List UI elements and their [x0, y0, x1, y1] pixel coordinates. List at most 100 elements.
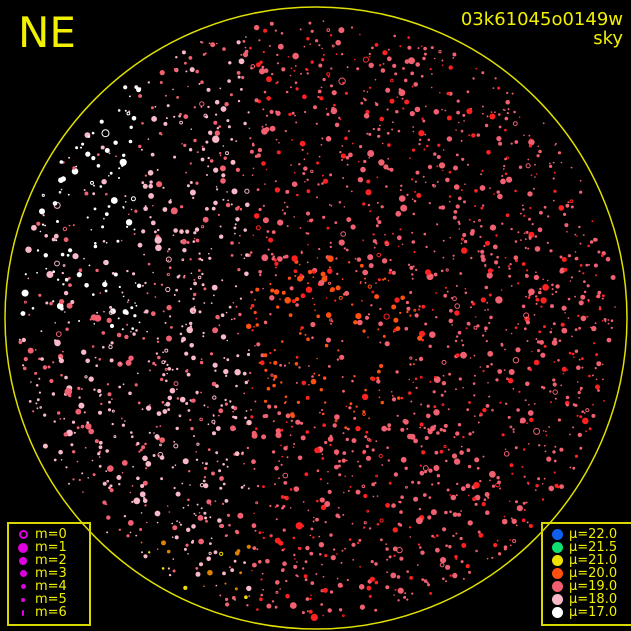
star-marker — [570, 166, 573, 169]
star-marker — [335, 257, 338, 260]
star-marker — [460, 486, 466, 492]
star-marker — [470, 306, 472, 309]
star-marker — [396, 575, 401, 579]
star-marker — [458, 222, 461, 226]
star-marker — [88, 428, 95, 435]
star-marker — [313, 426, 316, 429]
star-marker — [144, 504, 147, 507]
star-marker — [293, 172, 296, 174]
star-marker — [200, 41, 204, 44]
star-marker — [165, 256, 172, 263]
star-marker — [507, 378, 514, 384]
star-marker — [220, 313, 225, 318]
star-marker — [372, 127, 375, 131]
star-marker — [404, 592, 407, 595]
star-marker — [316, 469, 320, 473]
star-marker — [214, 99, 220, 105]
star-marker — [235, 305, 238, 308]
star-marker — [521, 518, 526, 523]
star-marker — [436, 474, 441, 478]
star-marker — [213, 200, 218, 206]
star-marker — [144, 205, 147, 207]
star-marker — [193, 435, 195, 438]
star-marker — [301, 380, 307, 386]
star-marker — [379, 116, 385, 122]
star-marker — [310, 29, 314, 33]
star-marker — [504, 128, 507, 132]
star-marker — [263, 320, 268, 325]
star-marker — [537, 145, 539, 148]
star-marker — [259, 273, 262, 277]
star-marker — [383, 313, 390, 320]
star-marker — [99, 119, 104, 124]
star-marker — [351, 438, 357, 444]
star-marker — [341, 458, 346, 463]
star-marker — [334, 419, 338, 423]
star-marker — [162, 207, 168, 212]
star-marker — [426, 144, 429, 148]
star-marker — [78, 396, 81, 399]
star-marker — [471, 133, 476, 138]
star-marker — [214, 369, 217, 372]
star-marker — [459, 450, 464, 455]
star-marker — [375, 440, 378, 443]
star-marker — [254, 345, 256, 347]
star-marker — [164, 321, 167, 324]
star-marker — [142, 480, 148, 486]
brightness-label: μ=22.0 — [569, 527, 618, 542]
star-marker — [89, 318, 92, 321]
star-marker — [130, 196, 136, 202]
star-marker — [75, 146, 79, 150]
star-marker — [209, 516, 212, 519]
star-marker — [423, 52, 427, 56]
star-marker — [444, 429, 447, 432]
star-marker — [265, 123, 267, 126]
star-marker — [436, 534, 439, 537]
star-marker — [455, 388, 457, 391]
star-marker — [512, 121, 518, 126]
star-marker — [350, 224, 356, 230]
star-marker — [244, 46, 247, 49]
star-marker — [252, 234, 255, 237]
star-marker — [192, 240, 196, 243]
star-marker — [358, 584, 365, 590]
star-marker — [213, 294, 215, 297]
star-marker — [525, 501, 528, 504]
star-marker — [552, 177, 555, 180]
star-marker — [98, 358, 102, 361]
star-marker — [440, 393, 444, 397]
star-marker — [455, 532, 458, 535]
star-marker — [141, 181, 145, 185]
star-marker — [96, 311, 99, 314]
star-marker — [237, 205, 240, 209]
star-marker — [176, 96, 180, 99]
star-marker — [326, 482, 329, 485]
star-marker — [269, 535, 272, 538]
star-marker — [187, 553, 189, 555]
star-marker — [530, 174, 533, 177]
star-marker — [55, 331, 62, 338]
star-marker — [173, 440, 176, 443]
star-marker — [387, 48, 390, 51]
star-marker — [593, 342, 596, 345]
star-marker — [305, 395, 310, 400]
star-marker — [351, 303, 354, 306]
star-marker — [490, 111, 493, 113]
star-marker — [505, 402, 508, 405]
star-marker — [385, 87, 391, 93]
star-marker — [36, 398, 40, 402]
magnitude-legend-item: m=2 — [15, 554, 83, 567]
star-marker — [466, 108, 473, 115]
star-marker — [188, 470, 191, 473]
star-marker — [342, 177, 345, 179]
star-marker — [523, 327, 527, 331]
star-marker — [279, 363, 282, 367]
star-marker — [527, 443, 530, 445]
star-marker — [292, 536, 296, 540]
star-marker — [386, 428, 389, 431]
star-marker — [472, 302, 476, 306]
star-marker — [363, 159, 367, 164]
star-marker — [245, 36, 247, 38]
star-marker — [365, 430, 369, 434]
star-marker — [148, 183, 153, 189]
